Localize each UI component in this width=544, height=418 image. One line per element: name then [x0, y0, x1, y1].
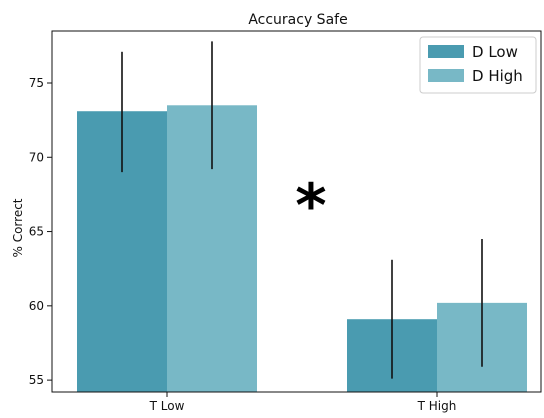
- y-tick-label: 70: [29, 150, 44, 164]
- plot-area: 55 60 65 70 75 T Low T High: [29, 30, 542, 413]
- x-tick-label: T High: [417, 399, 457, 413]
- legend-label: D High: [472, 67, 523, 85]
- y-tick-label: 55: [29, 373, 44, 387]
- y-tick-label: 60: [29, 299, 44, 313]
- legend-swatch: [428, 69, 464, 82]
- y-axis-label: % Correct: [11, 198, 25, 257]
- axes-frame: [51, 30, 542, 393]
- legend-swatch: [428, 45, 464, 58]
- legend-label: D Low: [472, 43, 518, 61]
- y-tick-label: 65: [29, 225, 44, 239]
- y-tick-label: 75: [29, 76, 44, 90]
- x-tick-label: T Low: [149, 399, 185, 413]
- chart-title: Accuracy Safe: [248, 12, 347, 28]
- significance-asterisk: *: [295, 171, 326, 241]
- legend: D Low D High: [419, 36, 537, 94]
